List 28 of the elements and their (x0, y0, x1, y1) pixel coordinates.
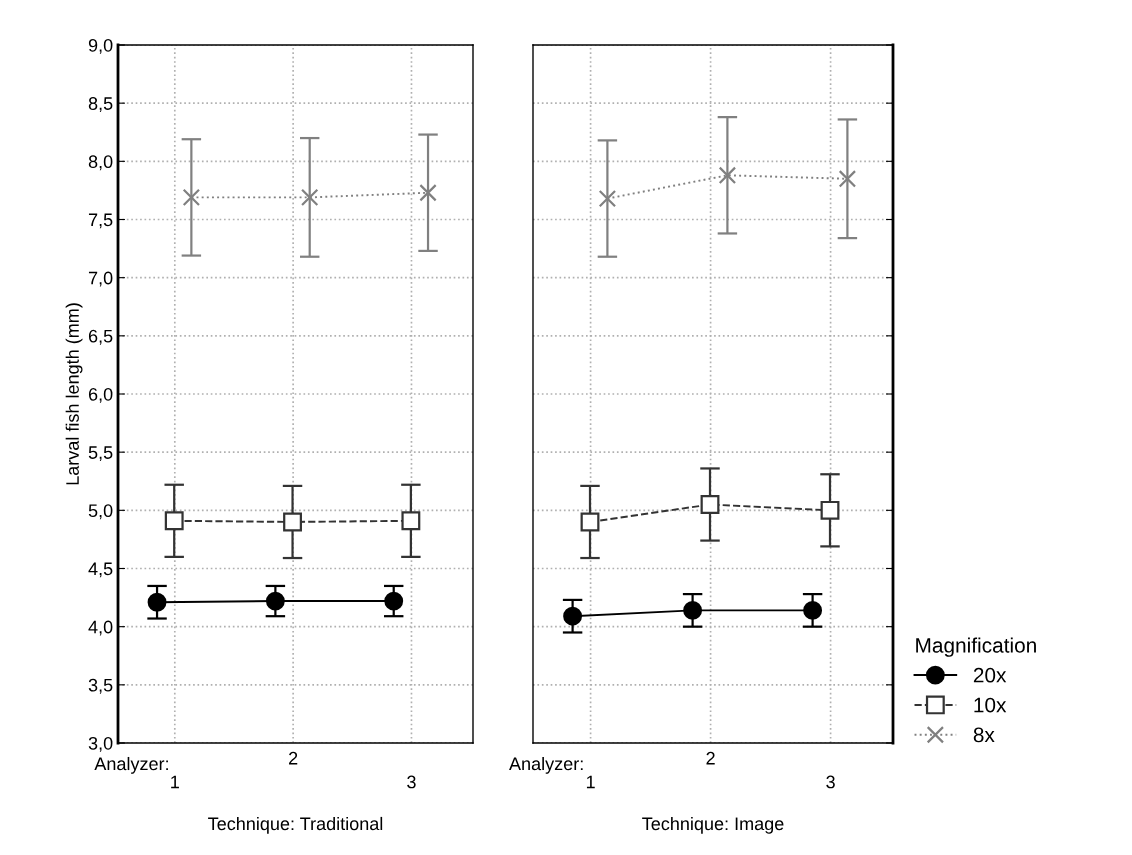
text: Analyzer: (94, 756, 168, 774)
x-tick-label: 3 (407, 775, 416, 789)
y-tick-label: 7,0 (88, 271, 113, 287)
text: Analyzer: (509, 756, 583, 774)
y-tick-label: 8,5 (88, 97, 113, 113)
x-tick-label: 2 (289, 751, 298, 765)
y-tick-label: 7,5 (88, 213, 113, 229)
legend-label: 20x (973, 667, 1007, 683)
x-tick-label: 1 (586, 775, 595, 789)
y-tick-label: 9,0 (88, 38, 113, 54)
y-tick-label: 5,0 (88, 504, 113, 520)
x-tick-label: 1 (171, 775, 179, 789)
x-axis-title: Technique: Image (642, 816, 784, 834)
y-tick-label: 3,5 (88, 678, 113, 694)
y-tick-label: 4,5 (88, 562, 113, 578)
legend-label: 10x (974, 697, 1007, 713)
legend-title: Magnification (916, 637, 1036, 657)
legend-label: 8x (973, 727, 995, 743)
y-tick-label: 8,0 (88, 155, 113, 171)
y-tick-label: 6,0 (88, 387, 113, 403)
x-tick-label: 2 (706, 751, 715, 765)
x-tick-label: 3 (826, 775, 835, 789)
y-tick-label: 5,5 (88, 446, 113, 462)
y-tick-label: 3,0 (88, 736, 113, 752)
x-axis-title: Technique: Traditional (208, 816, 383, 834)
y-axis-title: Larval fish length (mm) (65, 303, 83, 485)
y-tick-label: 6,5 (88, 329, 113, 345)
y-tick-label: 4,0 (88, 620, 113, 636)
